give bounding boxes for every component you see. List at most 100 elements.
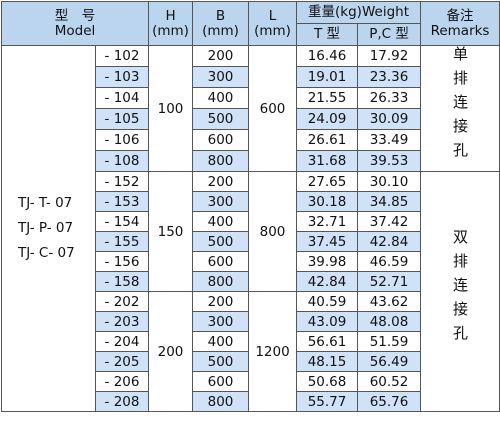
table-row: - 155 500 37.45 42.84 <box>2 231 500 252</box>
model-suffix: - 156 <box>94 251 150 272</box>
t-weight-cell: 40.59 <box>296 291 359 312</box>
model-suffix: - 205 <box>94 351 150 372</box>
table-row: - 103 300 19.01 23.36 <box>2 66 500 88</box>
table-body: TJ- T- 07 TJ- P- 07 TJ- C- 07- 102 100 200 60… <box>1 45 500 412</box>
pc-weight-cell: 26.33 <box>357 87 422 109</box>
header-text: H <box>165 7 176 24</box>
b-cell: 300 <box>192 191 250 212</box>
b-cell: 600 <box>192 371 250 392</box>
b-cell: 600 <box>192 129 250 151</box>
model-cell: TJ- T- 07 TJ- P- 07 TJ- C- 07 <box>1 45 96 412</box>
l-cell: 600 <box>248 45 298 172</box>
remark-cell: 单排连接孔 <box>420 45 500 172</box>
b-cell: 500 <box>192 351 250 372</box>
l-header: L (mm) <box>248 1 298 46</box>
header-text: (mm) <box>202 22 239 39</box>
pc-weight-cell: 60.52 <box>357 371 422 392</box>
table-row: - 154 400 32.71 37.42 <box>2 211 500 232</box>
pc-weight-cell: 48.08 <box>357 311 422 332</box>
t-weight-cell: 30.18 <box>296 191 359 212</box>
t-weight-cell: 19.01 <box>296 66 359 88</box>
remark-cell: 双排连接孔 <box>420 171 500 412</box>
model-suffix: - 204 <box>94 331 150 352</box>
model-suffix: - 153 <box>94 191 150 212</box>
b-cell: 800 <box>192 391 250 412</box>
t-type-header: T 型 <box>296 23 359 46</box>
h-cell: 200 <box>148 291 194 412</box>
table-row: - 203 300 43.09 48.08 <box>2 311 500 332</box>
weight-header: 重量(kg)Weight <box>296 1 422 24</box>
pc-weight-cell: 56.49 <box>357 351 422 372</box>
pc-weight-cell: 17.92 <box>357 45 422 67</box>
remarks-header: 备注 Remarks <box>420 1 500 46</box>
remark-text: 双排连接孔 <box>451 229 470 349</box>
model-suffix: - 203 <box>94 311 150 332</box>
header-text: Remarks <box>430 22 490 39</box>
header-text: 型 号 <box>54 7 96 24</box>
table-header: 型 号 Model H (mm) B (mm) L (mm) 重量(kg)Weight … <box>0 1 500 46</box>
pc-weight-cell: 42.84 <box>357 231 422 252</box>
b-cell: 400 <box>192 331 250 352</box>
b-cell: 300 <box>192 66 250 88</box>
t-weight-cell: 16.46 <box>296 45 359 67</box>
table-row: - 104 400 21.55 26.33 <box>2 87 500 109</box>
b-cell: 600 <box>192 251 250 272</box>
model-suffix: - 105 <box>94 108 150 130</box>
pc-weight-cell: 46.59 <box>357 251 422 272</box>
pc-weight-cell: 30.10 <box>357 171 422 192</box>
table-row: - 202 200 200 1200 40.59 43.62 <box>2 291 500 412</box>
b-cell: 400 <box>192 211 250 232</box>
header-text: (mm) <box>254 22 291 39</box>
b-cell: 200 <box>192 45 250 67</box>
model-suffix: - 206 <box>94 371 150 392</box>
t-weight-cell: 42.84 <box>296 271 359 292</box>
spec-table: 型 号 Model H (mm) B (mm) L (mm) 重量(kg)Weight … <box>0 1 500 412</box>
b-cell: 500 <box>192 108 250 130</box>
model-suffix: - 208 <box>94 391 150 412</box>
model-suffix: - 104 <box>94 87 150 109</box>
l-cell: 1200 <box>248 291 298 412</box>
t-weight-cell: 56.61 <box>296 331 359 352</box>
header-text: (mm) <box>152 22 189 39</box>
t-weight-cell: 21.55 <box>296 87 359 109</box>
header-text: B <box>215 7 226 24</box>
l-cell: 800 <box>248 171 298 292</box>
model-suffix: - 102 <box>94 45 150 67</box>
model-name: TJ- T- 07 <box>18 195 73 211</box>
header-text: L <box>268 7 277 24</box>
pc-weight-cell: 39.53 <box>357 150 422 172</box>
table-row: - 105 500 24.09 30.09 <box>2 108 500 130</box>
pc-type-header: P,C 型 <box>357 23 422 46</box>
t-weight-cell: 27.65 <box>296 171 359 192</box>
pc-weight-cell: 34.85 <box>357 191 422 212</box>
header-text: 备注 <box>446 7 474 24</box>
table-row: - 205 500 48.15 56.49 <box>2 351 500 372</box>
b-cell: 200 <box>192 291 250 312</box>
b-cell: 200 <box>192 171 250 192</box>
table-row: - 153 300 30.18 34.85 <box>2 191 500 212</box>
model-suffix: - 152 <box>94 171 150 192</box>
t-weight-cell: 37.45 <box>296 231 359 252</box>
pc-weight-cell: 23.36 <box>357 66 422 88</box>
pc-weight-cell: 30.09 <box>357 108 422 130</box>
h-cell: 150 <box>148 171 194 292</box>
model-suffix: - 155 <box>94 231 150 252</box>
t-weight-cell: 31.68 <box>296 150 359 172</box>
table-row: - 208 800 55.77 65.76 <box>2 391 500 412</box>
model-suffix: - 106 <box>94 129 150 151</box>
model-name: TJ- P- 07 <box>18 220 74 236</box>
pc-weight-cell: 65.76 <box>357 391 422 412</box>
model-suffix: - 202 <box>94 291 150 312</box>
h-header: H (mm) <box>148 1 194 46</box>
b-cell: 300 <box>192 311 250 332</box>
model-suffix: - 103 <box>94 66 150 88</box>
pc-weight-cell: 43.62 <box>357 291 422 312</box>
model-suffix: - 158 <box>94 271 150 292</box>
b-cell: 800 <box>192 271 250 292</box>
b-header: B (mm) <box>192 1 250 46</box>
model-name: TJ- C- 07 <box>18 245 75 261</box>
h-cell: 100 <box>148 45 194 172</box>
model-suffix: - 154 <box>94 211 150 232</box>
t-weight-cell: 50.68 <box>296 371 359 392</box>
